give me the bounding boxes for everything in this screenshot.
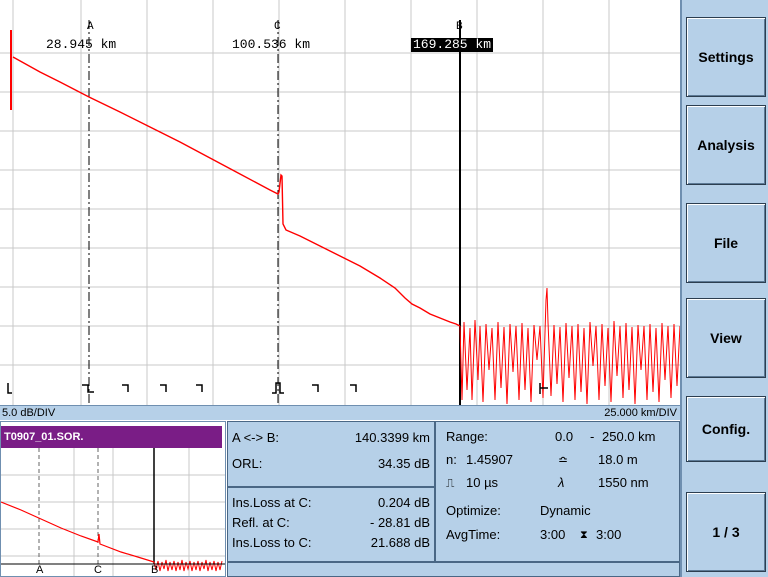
pulse-icon: ⎍	[446, 476, 455, 490]
cursor-c-distance: 100.536 km	[232, 37, 311, 52]
orl-value: 34.35 dB	[377, 456, 430, 471]
ins-loss-c-value: 0.204 dB	[377, 495, 430, 510]
otdr-trace-view[interactable]: A C B 28.945 km 100.536 km 169.285 km	[0, 0, 680, 405]
vertical-scale: 5.0 dB/DIV	[2, 407, 56, 419]
horizontal-scale: 25.000 km/DIV	[604, 407, 677, 419]
analysis-button[interactable]: Analysis	[686, 105, 766, 185]
ab-label: A <-> B:	[232, 430, 279, 445]
trace-overview[interactable]: T0907_01.SOR. A C B	[0, 421, 226, 577]
distance-orl-box: A <-> B: 140.3399 km ORL: 34.35 dB	[227, 421, 435, 487]
refl-c-value: - 28.81 dB	[370, 515, 430, 530]
view-button[interactable]: View	[686, 298, 766, 378]
trace-graph[interactable]	[0, 0, 680, 405]
event-c-box: Ins.Loss at C: 0.204 dB Refl. at C: - 28…	[227, 487, 435, 562]
ins-loss-to-c-value: 21.688 dB	[370, 535, 430, 550]
deadzone-icon: ≏	[558, 453, 569, 467]
overview-letter-a: A	[36, 564, 44, 576]
pulse-value: 10 µs	[466, 475, 499, 490]
avgtime-value: 3:00	[540, 527, 566, 542]
deadzone-value: 18.0 m	[598, 452, 638, 467]
orl-label: ORL:	[232, 456, 263, 471]
overview-letter-b: B	[151, 564, 159, 576]
range-to: 250.0 km	[602, 429, 656, 444]
fiber-trace	[12, 56, 461, 327]
filename-title: T0907_01.SOR.	[1, 426, 222, 448]
wavelength-value: 1550 nm	[598, 475, 649, 490]
avgtime-total: 3:00	[596, 527, 622, 542]
config-button[interactable]: Config.	[686, 396, 766, 462]
n-label: n:	[446, 452, 457, 467]
cursor-c-letter: C	[274, 21, 281, 33]
wavelength-icon: λ	[558, 475, 565, 490]
cursor-a-distance: 28.945 km	[46, 37, 117, 52]
optimize-label: Optimize:	[446, 503, 501, 518]
grid	[0, 0, 680, 405]
range-label: Range:	[446, 429, 488, 444]
ab-value: 140.3399 km	[354, 430, 430, 445]
settings-button[interactable]: Settings	[686, 17, 766, 97]
acquisition-params-box: Range: 0.0 - 250.0 km n: 1.45907 ≏ 18.0 …	[435, 421, 680, 562]
noise-floor	[459, 287, 680, 405]
empty-status-box	[227, 562, 680, 577]
optimize-value: Dynamic	[540, 503, 591, 518]
overview-letter-c: C	[94, 564, 102, 576]
page-button[interactable]: 1 / 3	[686, 492, 766, 572]
range-from: 0.0	[555, 429, 574, 444]
refl-c-label: Refl. at C:	[232, 515, 290, 530]
file-button[interactable]: File	[686, 203, 766, 283]
hourglass-icon: ⧗	[580, 529, 588, 541]
range-sep: -	[590, 429, 595, 444]
cursor-b-distance[interactable]: 169.285 km	[411, 37, 494, 52]
scale-bar: 5.0 dB/DIV 25.000 km/DIV	[0, 405, 680, 420]
ins-loss-to-c-label: Ins.Loss to C:	[232, 535, 312, 550]
cursor-a-letter: A	[87, 21, 94, 33]
avgtime-label: AvgTime:	[446, 527, 501, 542]
ins-loss-c-label: Ins.Loss at C:	[232, 495, 312, 510]
event-markers	[7, 382, 548, 394]
side-menu: Settings Analysis File View Config. 1 / …	[680, 0, 768, 577]
cursor-b-letter: B	[456, 21, 463, 33]
n-value: 1.45907	[466, 452, 513, 467]
overview-graph[interactable]	[1, 448, 225, 576]
